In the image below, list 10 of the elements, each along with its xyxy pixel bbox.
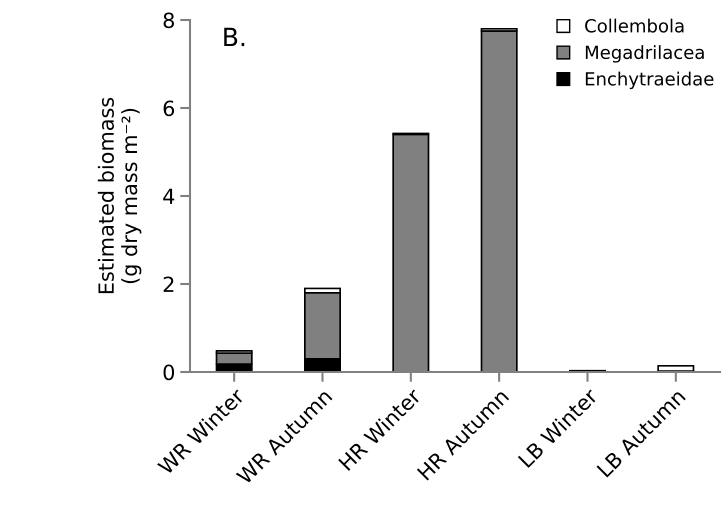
y-tick-label: 4 <box>163 188 174 204</box>
annotation: B. <box>224 28 244 46</box>
legend-label: Megadrilacea <box>586 45 704 63</box>
y-tick-label: 2 <box>164 276 174 292</box>
y-tick-label: 8 <box>164 12 174 28</box>
y-tick-label: 6 <box>164 100 174 116</box>
legend-label: Enchytraeidae <box>586 72 714 90</box>
legend-label: Collembola <box>585 18 684 33</box>
y-tick-label: 0 <box>164 364 174 380</box>
y-axis-title: Estimated biomass (g dry mass m⁻²) <box>98 98 142 294</box>
